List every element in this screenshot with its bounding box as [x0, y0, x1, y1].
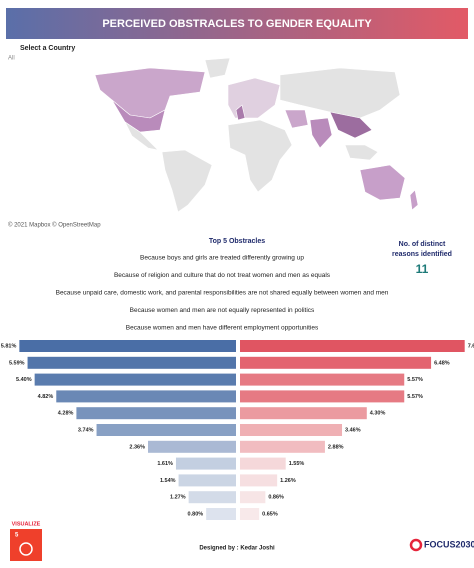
value-label: 5.81% — [1, 343, 17, 349]
value-label: 5.40% — [16, 377, 32, 383]
page-title: PERCEIVED OBSTRACLES TO GENDER EQUALITY — [102, 18, 372, 30]
bar — [175, 457, 236, 470]
bar — [240, 340, 465, 352]
value-label: 6.48% — [434, 360, 450, 366]
bar — [240, 440, 325, 453]
visualize-label: VISUALIZE — [12, 521, 41, 527]
map-region — [284, 109, 309, 129]
map-region — [227, 77, 281, 119]
bar — [76, 407, 237, 420]
map-region — [204, 57, 231, 79]
value-label: 1.61% — [157, 461, 173, 467]
map-region — [161, 149, 213, 213]
value-label: 7.62% — [468, 343, 474, 349]
filter-label: Select a Country — [20, 45, 75, 52]
value-label: 1.55% — [289, 461, 305, 467]
header-banner — [6, 8, 468, 39]
bar — [240, 407, 367, 420]
bar — [56, 390, 237, 403]
bar — [240, 474, 278, 487]
bar — [206, 508, 236, 520]
obstacle-item: Because women and men have different emp… — [126, 325, 319, 332]
map-region — [279, 67, 401, 119]
map-attribution: © 2021 Mapbox © OpenStreetMap — [8, 222, 101, 229]
value-label: 3.46% — [345, 427, 361, 433]
kpi-value: 11 — [416, 262, 429, 276]
bar — [240, 373, 405, 386]
bar — [27, 356, 236, 369]
bar — [19, 340, 237, 352]
map-region — [329, 111, 373, 139]
map-region — [344, 144, 379, 161]
bar — [240, 390, 405, 403]
bar — [240, 508, 260, 520]
sdg-symbol — [19, 542, 33, 556]
value-label: 5.59% — [9, 360, 25, 366]
obstacle-item: Because boys and girls are treated diffe… — [140, 255, 304, 262]
obstacles-title: Top 5 Obstracles — [209, 238, 265, 245]
value-label: 5.57% — [407, 377, 423, 383]
value-label: 3.74% — [78, 427, 94, 433]
kpi-label: No. of distinct — [399, 241, 446, 248]
logo-icon — [409, 538, 423, 552]
value-label: 0.86% — [268, 495, 284, 501]
value-label: 5.57% — [407, 394, 423, 400]
map-region — [409, 189, 419, 211]
kpi-label: reasons identified — [392, 251, 452, 258]
bar — [240, 491, 266, 504]
value-label: 0.80% — [188, 511, 204, 517]
logo: FOCUS2030 — [424, 539, 474, 549]
sdg-number: 5 — [15, 533, 19, 539]
obstacle-item: Because of religion and culture that do … — [114, 272, 331, 279]
filter-value[interactable]: All — [8, 56, 15, 62]
map[interactable] — [94, 57, 419, 213]
bar — [240, 356, 432, 369]
value-label: 0.65% — [262, 511, 278, 517]
butterfly-chart: 5.81% 5.59% 5.40% 4.82% 4.28% 3.74% 2.36% 1.61%… — [1, 340, 474, 520]
value-label: 2.36% — [129, 444, 145, 450]
map-region — [309, 117, 333, 149]
map-region — [359, 164, 406, 201]
obstacle-item: Because women and men are not equally re… — [130, 307, 315, 314]
value-label: 2.88% — [328, 444, 344, 450]
value-label: 1.54% — [160, 478, 176, 484]
value-label: 1.27% — [170, 495, 186, 501]
map-region — [227, 119, 293, 193]
map-region — [235, 104, 246, 121]
value-label: 4.30% — [370, 411, 386, 417]
bar — [240, 457, 286, 470]
value-label: 4.28% — [58, 411, 74, 417]
bar — [178, 474, 236, 487]
bar — [240, 424, 343, 436]
bar — [148, 440, 236, 453]
value-label: 1.26% — [280, 478, 296, 484]
bar — [188, 491, 236, 504]
bar — [96, 424, 236, 436]
value-label: 4.82% — [38, 394, 54, 400]
obstacle-item: Because unpaid care, domestic work, and … — [56, 290, 389, 297]
map-region — [94, 67, 206, 119]
credit: Designed by : Kedar Joshi — [199, 546, 275, 552]
bar — [34, 373, 236, 386]
obstacle-list: Because boys and girls are treated diffe… — [56, 255, 389, 332]
map-region — [124, 121, 159, 151]
